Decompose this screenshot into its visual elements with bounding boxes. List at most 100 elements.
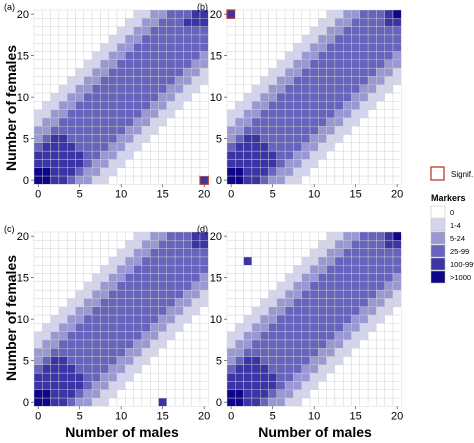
heatmap-cell <box>235 289 244 299</box>
heatmap-cell <box>392 356 402 366</box>
heatmap-cell <box>309 298 319 307</box>
heatmap-cell <box>42 117 51 127</box>
heatmap-cell <box>359 159 369 168</box>
heatmap-cell <box>116 356 126 366</box>
heatmap-cell <box>141 339 151 349</box>
heatmap-cell <box>158 150 168 160</box>
heatmap-cell <box>75 9 85 19</box>
heatmap-cell <box>191 26 201 36</box>
heatmap-cell <box>284 331 294 341</box>
x-axis-label-left: Number of males <box>65 424 179 440</box>
heatmap-cell <box>268 167 278 177</box>
heatmap-cell <box>91 331 101 341</box>
heatmap-cell <box>359 231 369 241</box>
heatmap-cell <box>108 372 118 382</box>
heatmap-cell <box>351 134 361 144</box>
heatmap-cell <box>158 43 168 52</box>
heatmap-cell <box>91 175 101 185</box>
heatmap-cell <box>42 356 51 366</box>
heatmap-cell <box>133 381 143 390</box>
heatmap-cell <box>226 331 236 341</box>
heatmap-cell <box>66 306 76 316</box>
heatmap-cell <box>343 43 352 52</box>
heatmap-cell <box>284 159 294 168</box>
heatmap-cell <box>166 265 176 274</box>
heatmap-cell <box>174 240 184 249</box>
heatmap-cell <box>133 306 143 316</box>
heatmap-cell <box>343 372 352 382</box>
heatmap-cell <box>158 397 168 407</box>
heatmap-cell <box>334 240 344 249</box>
heatmap-cell <box>125 356 134 366</box>
heatmap-cell <box>367 34 377 44</box>
heatmap-cell <box>166 364 176 374</box>
heatmap-cell <box>334 26 344 36</box>
heatmap-cell <box>251 389 261 399</box>
heatmap-cell <box>149 289 159 299</box>
heatmap-cell <box>199 175 209 185</box>
heatmap-cell <box>309 159 319 168</box>
heatmap-cell <box>392 67 402 77</box>
heatmap-cell <box>116 92 126 102</box>
heatmap-cell <box>235 167 244 177</box>
heatmap-cell <box>268 339 278 349</box>
x-tick-label: 0 <box>228 188 234 200</box>
heatmap-cell <box>359 18 369 27</box>
heatmap-cell <box>50 43 60 52</box>
heatmap-cell <box>199 281 209 291</box>
heatmap-cell <box>235 34 244 44</box>
heatmap-cell <box>251 339 261 349</box>
heatmap-cell <box>75 109 85 119</box>
heatmap-cell <box>226 298 236 307</box>
heatmap-cell <box>141 117 151 127</box>
heatmap-cell <box>376 240 385 249</box>
heatmap-cell <box>384 331 394 341</box>
heatmap-cell <box>66 43 76 52</box>
heatmap-cell <box>50 289 60 299</box>
heatmap-cell <box>199 101 209 110</box>
heatmap-cell <box>260 109 269 119</box>
heatmap-cell <box>384 125 394 135</box>
heatmap-cell <box>108 265 118 274</box>
heatmap-cell <box>174 389 184 399</box>
heatmap-cell <box>75 34 85 44</box>
heatmap-cell <box>75 281 85 291</box>
heatmap-cell <box>174 84 184 94</box>
heatmap-cell <box>226 397 236 407</box>
heatmap-cell <box>108 356 118 366</box>
legend-label: 5-24 <box>450 234 465 243</box>
heatmap-cell <box>251 76 261 85</box>
heatmap-cell <box>149 331 159 341</box>
heatmap-cell <box>376 117 385 127</box>
heatmap-cell <box>260 51 269 61</box>
heatmap-cell <box>141 273 151 283</box>
heatmap-cell <box>343 364 352 374</box>
heatmap-cell <box>91 92 101 102</box>
heatmap-cell <box>91 231 101 241</box>
heatmap-cell <box>235 175 244 185</box>
heatmap-cell <box>334 306 344 316</box>
heatmap-cell <box>326 142 336 152</box>
heatmap-cell <box>318 76 327 85</box>
heatmap-cell <box>367 9 377 19</box>
legend-key <box>430 257 446 271</box>
heatmap-cell <box>75 256 85 266</box>
heatmap-cell <box>392 175 402 185</box>
heatmap-cell <box>116 76 126 85</box>
heatmap-cell <box>133 150 143 160</box>
heatmap-cell <box>268 381 278 390</box>
x-tick-label: 5 <box>270 188 276 200</box>
heatmap-cell <box>326 18 336 27</box>
heatmap-cell <box>235 372 244 382</box>
heatmap-cell <box>276 265 286 274</box>
heatmap-cell <box>133 51 143 61</box>
heatmap-cell <box>141 240 151 249</box>
heatmap-cell <box>384 248 394 258</box>
heatmap-cell <box>50 397 60 407</box>
heatmap-cell <box>268 364 278 374</box>
heatmap-cell <box>191 339 201 349</box>
heatmap-cell <box>235 142 244 152</box>
heatmap-cell <box>351 109 361 119</box>
y-tick-label: 20 <box>17 9 29 21</box>
